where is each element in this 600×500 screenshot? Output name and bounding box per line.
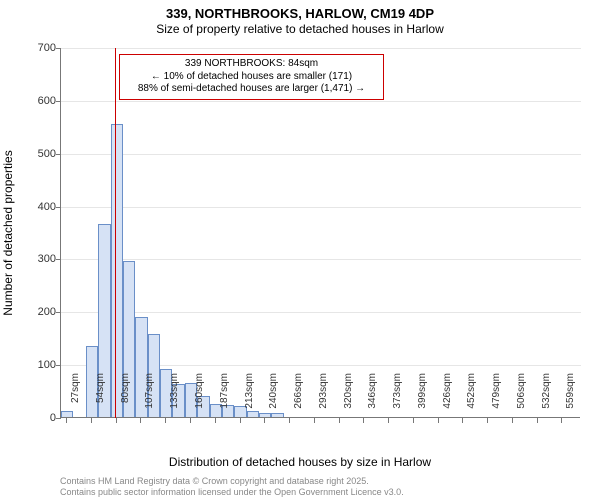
x-tick-mark — [413, 418, 414, 423]
x-tick-label: 532sqm — [541, 373, 552, 423]
x-tick-label: 54sqm — [95, 373, 106, 423]
x-tick-label: 320sqm — [343, 373, 354, 423]
x-tick-mark — [561, 418, 562, 423]
attribution-footer: Contains HM Land Registry data © Crown c… — [60, 476, 404, 498]
x-tick-label: 399sqm — [417, 373, 428, 423]
x-tick-label: 479sqm — [491, 373, 502, 423]
x-tick-mark — [462, 418, 463, 423]
x-tick-mark — [487, 418, 488, 423]
property-marker-line — [115, 48, 117, 418]
x-tick-label: 452sqm — [466, 373, 477, 423]
y-tick-label: 700 — [26, 42, 56, 54]
x-tick-label: 266sqm — [293, 373, 304, 423]
x-tick-label: 80sqm — [120, 373, 131, 423]
x-tick-label: 240sqm — [268, 373, 279, 423]
x-tick-mark — [165, 418, 166, 423]
x-tick-mark — [264, 418, 265, 423]
y-tick-label: 100 — [26, 359, 56, 371]
title-block: 339, NORTHBROOKS, HARLOW, CM19 4DP Size … — [0, 0, 600, 36]
x-tick-mark — [116, 418, 117, 423]
x-tick-label: 426sqm — [442, 373, 453, 423]
x-tick-mark — [240, 418, 241, 423]
x-tick-label: 346sqm — [367, 373, 378, 423]
x-tick-mark — [388, 418, 389, 423]
x-tick-mark — [190, 418, 191, 423]
sub-title: Size of property relative to detached ho… — [0, 22, 600, 36]
x-tick-mark — [314, 418, 315, 423]
footer-line-1: Contains HM Land Registry data © Crown c… — [60, 476, 404, 487]
y-tick-label: 400 — [26, 201, 56, 213]
footer-line-2: Contains public sector information licen… — [60, 487, 404, 498]
x-tick-label: 506sqm — [516, 373, 527, 423]
x-tick-label: 160sqm — [194, 373, 205, 423]
x-tick-label: 107sqm — [144, 373, 155, 423]
annotation-box: 339 NORTHBROOKS: 84sqm ← 10% of detached… — [119, 54, 384, 100]
y-tick-label: 300 — [26, 253, 56, 265]
annotation-line-2: ← 10% of detached houses are smaller (17… — [128, 71, 375, 84]
x-axis-label: Distribution of detached houses by size … — [0, 455, 600, 469]
x-tick-mark — [438, 418, 439, 423]
y-tick-label: 0 — [26, 412, 56, 424]
x-tick-mark — [289, 418, 290, 423]
x-tick-label: 293sqm — [318, 373, 329, 423]
x-tick-label: 187sqm — [219, 373, 230, 423]
annotation-line-1: 339 NORTHBROOKS: 84sqm — [128, 58, 375, 71]
plot-area: 339 NORTHBROOKS: 84sqm ← 10% of detached… — [60, 48, 580, 418]
x-tick-mark — [512, 418, 513, 423]
bars-container — [61, 47, 581, 417]
x-tick-mark — [66, 418, 67, 423]
y-tick-mark — [56, 418, 61, 419]
x-tick-label: 373sqm — [392, 373, 403, 423]
y-tick-label: 500 — [26, 148, 56, 160]
x-tick-mark — [91, 418, 92, 423]
annotation-line-3: 88% of semi-detached houses are larger (… — [128, 83, 375, 96]
x-tick-mark — [537, 418, 538, 423]
x-tick-label: 213sqm — [244, 373, 255, 423]
x-tick-mark — [140, 418, 141, 423]
x-tick-mark — [339, 418, 340, 423]
x-tick-mark — [363, 418, 364, 423]
y-tick-label: 200 — [26, 306, 56, 318]
x-tick-label: 27sqm — [70, 373, 81, 423]
main-title: 339, NORTHBROOKS, HARLOW, CM19 4DP — [0, 6, 600, 21]
chart-area: 339 NORTHBROOKS: 84sqm ← 10% of detached… — [60, 48, 580, 418]
x-tick-mark — [215, 418, 216, 423]
y-axis-label: Number of detached properties — [1, 150, 15, 315]
x-tick-label: 133sqm — [169, 373, 180, 423]
y-tick-label: 600 — [26, 95, 56, 107]
x-tick-label: 559sqm — [565, 373, 576, 423]
